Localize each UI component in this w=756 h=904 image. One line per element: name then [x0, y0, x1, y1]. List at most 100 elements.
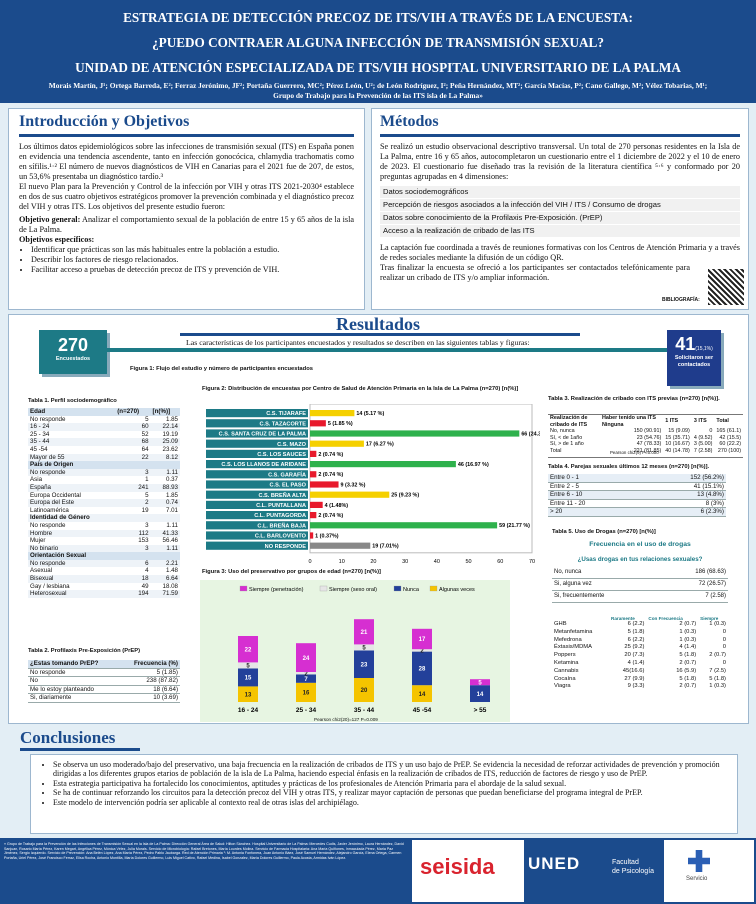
bar — [310, 430, 520, 437]
contacted-count: 41 — [675, 334, 696, 354]
results-heading-wrap: Resultados — [0, 314, 756, 335]
contacted-pct: (15,1%) — [695, 346, 713, 352]
dimension-item: Acceso a la realización de cribado de la… — [380, 225, 740, 237]
table-cell: 49 — [141, 582, 149, 590]
legend-swatch — [239, 585, 248, 592]
category-label-bg — [206, 460, 308, 469]
table-row: Entre 2 - 5 41 (15.1%) — [548, 482, 726, 492]
data-label: 46 (16.97 %) — [458, 462, 489, 468]
bar — [310, 440, 364, 447]
legend-label: Nunca — [403, 587, 420, 593]
table-cell — [150, 514, 180, 522]
encuestados-label: Encuestados — [55, 356, 91, 362]
table-cell: 4 (1.4) — [627, 659, 645, 666]
table-row: 45 -54 64 23.62 — [28, 446, 180, 454]
category-label: 35 - 44 — [354, 707, 375, 714]
th: Frecuencia (%) — [119, 660, 180, 669]
stack-segment — [354, 650, 374, 678]
table-cell: 45(16.6) — [622, 667, 645, 674]
data-label: 2 (0.74 %) — [318, 513, 343, 519]
table-cell: Sí, < de 1año — [550, 434, 583, 441]
bar — [310, 542, 371, 549]
table-row: Viagra 9 (3.3) 2 (0.7) 1 (0.3) — [552, 683, 728, 691]
category-label-bg — [206, 409, 308, 418]
category-label-bg — [206, 500, 308, 509]
tick-label: 50 — [466, 559, 472, 565]
table-cell: 3 — [145, 521, 149, 529]
table-cell: No responde — [30, 415, 66, 423]
table-row: Mujer 153 56.46 — [28, 537, 180, 545]
segment-label: 15 — [245, 676, 252, 682]
results-heading: Resultados — [335, 314, 420, 334]
table1-header: Edad (n=270) [n(%)] — [28, 408, 180, 416]
table2-caption: Tabla 2. Profilaxis Pre-Exposición (PrEP… — [28, 648, 141, 654]
table-cell: 1.11 — [166, 521, 178, 529]
table-cell: 1.85 — [165, 491, 178, 499]
th: Haber tenido una ITS Ninguna — [602, 415, 656, 428]
table-cell: 7 (2.58) — [693, 447, 713, 454]
table-cell: 0 — [722, 644, 726, 651]
tick-label: 60 — [497, 559, 503, 565]
stack-segment — [412, 649, 432, 652]
table-cell: 2 (0.7) — [679, 659, 697, 666]
table-cell: 7 (2.5) — [709, 667, 726, 674]
dimensions-list: Datos sociodemográficos Percepción de ri… — [380, 186, 740, 237]
table-cell: 25 (9.2) — [624, 644, 645, 651]
segment-label: 28 — [419, 667, 426, 673]
methods-paragraph-1: Se realizó un estudio observacional desc… — [380, 142, 740, 181]
intro-rule — [19, 134, 354, 137]
qr-code[interactable] — [708, 269, 744, 305]
tick-label: 20 — [370, 559, 376, 565]
table-cell: Total — [550, 447, 562, 454]
table-row: No, nunca 150 (90.91) 15 (9.09) 0 165 (61.1) — [548, 428, 743, 435]
methods-heading: Métodos — [380, 113, 439, 130]
stack-segment — [238, 636, 258, 663]
table-cell — [115, 514, 151, 522]
th: [n(%)] — [150, 408, 180, 416]
data-label: 5 (1.85 %) — [328, 421, 353, 427]
category-label-bg — [206, 429, 308, 438]
stack-segment — [470, 685, 490, 702]
table-cell: No responde — [28, 668, 120, 678]
table-cell: 13 (4.8%) — [638, 490, 726, 500]
table-cell: 238 (87.82) — [119, 676, 180, 686]
sccs-logo-box: Servicio — [664, 840, 754, 902]
table-cell — [115, 461, 151, 469]
table-cell: Gay / lesbiana — [30, 582, 70, 590]
conclusion-item: Se observa un uso moderado/bajo del pres… — [53, 760, 729, 779]
segment-label: 23 — [361, 662, 368, 668]
table-row: Entre 11 - 20 8 (3%) — [548, 499, 726, 509]
stack-segment — [238, 668, 258, 687]
segment-label: 16 — [303, 691, 310, 697]
category-label: C.S. GARAFÍA — [268, 470, 306, 478]
table-cell: 5 (1.85) — [119, 668, 180, 678]
segment-label: 2 — [304, 671, 308, 677]
table-cell — [115, 552, 151, 560]
table-cell: 16 - 24 — [28, 423, 116, 431]
objective-item: Facilitar acceso a pruebas de detección … — [31, 265, 354, 275]
data-label: 25 (9.23 %) — [391, 493, 419, 499]
table-cell: 2 (0.7) — [679, 683, 697, 690]
table-cell: Éxtasis/MDMA — [554, 644, 593, 651]
table-cell: 7.01 — [165, 506, 178, 514]
category-label-bg — [206, 521, 308, 530]
table-row: País de Origen — [28, 461, 180, 469]
table-row: Si, diariamente 10 (3.69) — [28, 693, 180, 703]
table-row: Asexual 4 1.48 — [28, 567, 180, 575]
table-cell: 25 - 34 — [30, 430, 50, 438]
figure3-pearson: Pearson chi2(20)=127 P=0.009 — [314, 717, 378, 722]
table-cell: Latinoamérica — [30, 506, 69, 514]
seisida-logo-box: seisida — [412, 840, 524, 902]
table-row: Gay / lesbiana 49 18.08 — [28, 583, 180, 591]
table-row: Si, alguna vez 72 (26.57) — [552, 578, 728, 591]
table-cell: 1 — [145, 476, 149, 484]
table-cell: Cannabis — [554, 667, 579, 674]
segment-label: 5 — [246, 664, 250, 670]
table-cell: Poppers — [554, 652, 576, 659]
table-cell: 56.46 — [162, 537, 178, 545]
table-cell: 5 (1.8) — [679, 675, 697, 682]
table-cell: 221 (81.85) — [633, 447, 662, 454]
table-cell: Europa del Este — [28, 499, 116, 507]
table-cell: 1 (0.3) — [709, 621, 726, 627]
segment-label: 20 — [361, 688, 368, 694]
